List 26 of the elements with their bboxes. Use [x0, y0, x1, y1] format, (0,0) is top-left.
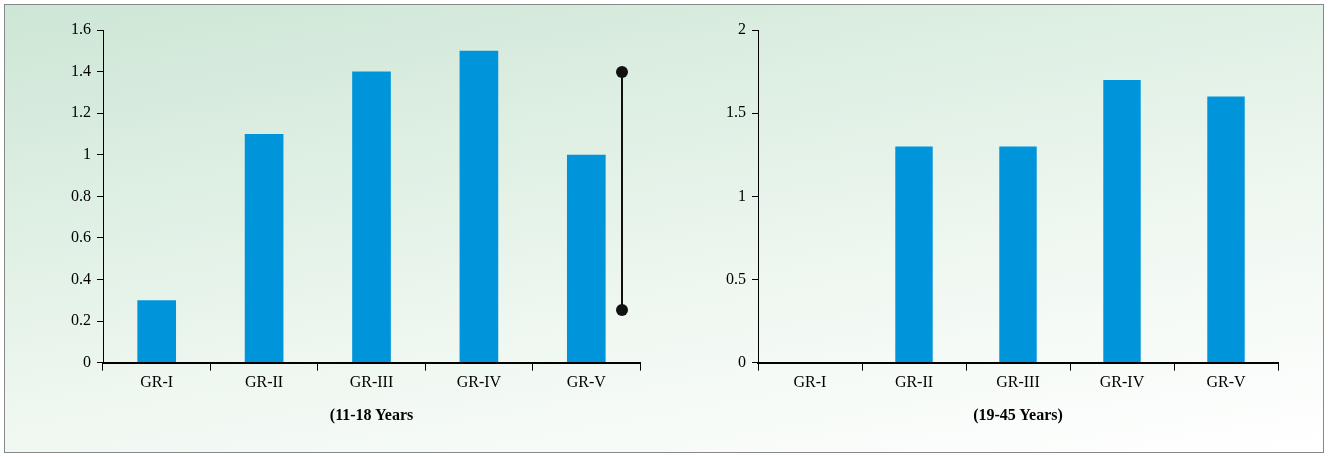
- y-tick-label: 1.5: [726, 103, 746, 121]
- x-axis-title: (11-18 Years: [329, 405, 414, 424]
- y-tick-label: 0: [83, 352, 91, 370]
- y-tick-label: 1.6: [71, 20, 91, 38]
- x-tick-label: GR-V: [1206, 373, 1246, 391]
- x-tick-label: GR-I: [793, 373, 827, 391]
- x-tick-label: GR-V: [566, 373, 607, 391]
- y-tick-label: 2: [738, 20, 746, 38]
- x-tick-label: GR-II: [894, 373, 934, 391]
- x-tick-label: GR-IV: [1099, 373, 1145, 391]
- x-tick-label: GR-III: [996, 373, 1040, 391]
- y-tick-label: 1.2: [71, 103, 91, 121]
- x-tick-label: GR-I: [140, 373, 174, 391]
- x-tick-label: GR-II: [244, 373, 284, 391]
- y-tick-label: 1: [83, 144, 91, 162]
- y-tick-label: 0.2: [71, 311, 91, 329]
- y-tick-label: 0.8: [71, 186, 91, 204]
- y-tick-label: 1: [738, 186, 746, 204]
- x-tick-label: GR-III: [349, 373, 394, 391]
- y-tick-label: 0.6: [71, 228, 91, 246]
- y-tick-label: 0.4: [71, 269, 91, 287]
- y-tick-label: 0.5: [726, 269, 746, 287]
- x-axis-title: (19-45 Years): [973, 405, 1063, 424]
- x-tick-label: GR-IV: [456, 373, 502, 391]
- y-tick-label: 1.4: [71, 61, 91, 79]
- y-tick-label: 0: [738, 352, 746, 370]
